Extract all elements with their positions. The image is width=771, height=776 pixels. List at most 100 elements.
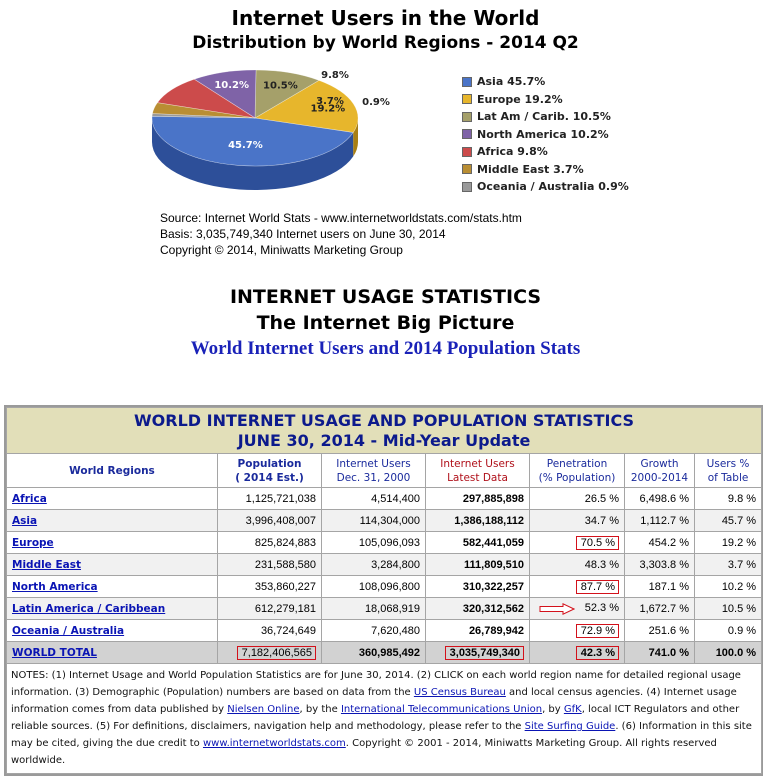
penetration-cell: 87.7 %	[529, 575, 625, 598]
pie-slice-label: 10.5%	[263, 81, 298, 92]
header-growth-line2: 2000-2014	[630, 471, 689, 484]
chart-title: Internet Users in the World	[231, 6, 540, 30]
region-link-latin-america[interactable]: Latin America / Caribbean	[12, 602, 166, 615]
users2000-cell: 114,304,000	[321, 509, 426, 532]
table-row: Europe 825,824,883 105,096,093 582,441,0…	[6, 531, 763, 554]
link-site-surfing-guide[interactable]: Site Surfing Guide	[524, 721, 616, 732]
notes-text: and local census agencies. (4) Internet …	[11, 687, 737, 715]
link-us-census-bureau[interactable]: US Census Bureau	[413, 687, 506, 698]
population-cell: 3,996,408,007	[217, 509, 322, 532]
region-cell: WORLD TOTAL	[6, 641, 218, 664]
header-users2000-line2: Dec. 31, 2000	[336, 471, 411, 484]
legend-swatch	[462, 129, 472, 140]
pie-slice-label: 3.7%	[316, 96, 344, 107]
source-block: Source: Internet World Stats - www.inter…	[160, 210, 522, 258]
chart-subtitle: Distribution by World Regions - 2014 Q2	[192, 33, 579, 53]
legend-label: Europe 19.2%	[477, 92, 563, 106]
users2000-cell: 108,096,800	[321, 575, 426, 598]
link-gfk[interactable]: GfK	[563, 704, 582, 715]
header-share-line2: of Table	[707, 471, 749, 484]
table-row: Africa 1,125,721,038 4,514,400 297,885,8…	[6, 487, 763, 510]
region-link-world-total[interactable]: WORLD TOTAL	[12, 646, 97, 659]
legend-item: Europe 19.2%	[462, 91, 629, 109]
pie-slice-label: 45.7%	[228, 140, 263, 151]
users-latest-cell: 26,789,942	[425, 619, 530, 642]
stats-link[interactable]: World Internet Users and 2014 Population…	[190, 338, 581, 359]
growth-cell: 454.2 %	[624, 531, 695, 554]
legend-item: Africa 9.8%	[462, 143, 629, 161]
header-regions-label: World Regions	[69, 464, 155, 477]
population-cell: 36,724,649	[217, 619, 322, 642]
header-growth: Growth 2000-2014	[624, 453, 695, 488]
region-link-oceania[interactable]: Oceania / Australia	[12, 624, 125, 637]
users2000-cell: 7,620,480	[321, 619, 426, 642]
stats-table: WORLD INTERNET USAGE AND POPULATION STAT…	[4, 405, 763, 776]
users-latest-cell: 310,322,257	[425, 575, 530, 598]
pie-slice	[254, 69, 320, 119]
pie-slice-label: 0.9%	[362, 97, 390, 108]
basis-line: Basis: 3,035,749,340 Internet users on J…	[160, 227, 446, 241]
population-cell: 825,824,883	[217, 531, 322, 554]
link-internetworldstats[interactable]: www.internetworldstats.com	[202, 738, 346, 749]
penetration-cell: 42.3 %	[529, 641, 625, 664]
population-cell: 1,125,721,038	[217, 487, 322, 510]
header-share-line1: Users %	[706, 457, 750, 470]
link-itu[interactable]: International Telecommunications Union	[340, 704, 543, 715]
legend-swatch	[462, 94, 472, 105]
pie-slice-label: 19.2%	[311, 104, 346, 115]
population-cell: 612,279,181	[217, 597, 322, 620]
share-cell: 10.5 %	[693, 597, 763, 620]
penetration-cell: 34.7 %	[529, 509, 625, 532]
region-link-europe[interactable]: Europe	[12, 536, 54, 549]
region-cell: North America	[6, 575, 218, 598]
link-nielsen-online[interactable]: Nielsen Online	[227, 704, 300, 715]
growth-cell: 3,303.8 %	[624, 553, 695, 576]
legend-label: Oceania / Australia 0.9%	[477, 180, 629, 194]
table-row: Asia 3,996,408,007 114,304,000 1,386,188…	[6, 509, 763, 532]
header-regions: World Regions	[6, 453, 218, 488]
users2000-cell: 105,096,093	[321, 531, 426, 554]
penetration-highlight: 72.9 %	[575, 623, 619, 638]
table-row: Latin America / Caribbean 612,279,181 18…	[6, 597, 763, 620]
share-cell: 3.7 %	[693, 553, 763, 576]
region-cell: Oceania / Australia	[6, 619, 218, 642]
pie-chart: 45.7% 19.2% 10.5% 10.2% 9.8% 3.7% 0.9%	[151, 69, 390, 190]
share-cell: 10.2 %	[693, 575, 763, 598]
region-link-asia[interactable]: Asia	[12, 514, 38, 527]
notes-text: NOTES: (1) Internet Usage and World Popu…	[11, 670, 741, 698]
header-growth-line1: Growth	[640, 457, 679, 470]
growth-cell: 741.0 %	[624, 641, 695, 664]
users2000-cell: 360,985,492	[321, 641, 426, 664]
population-cell: 353,860,227	[217, 575, 322, 598]
pie-slice	[151, 113, 256, 119]
share-cell: 45.7 %	[693, 509, 763, 532]
users-latest-cell: 320,312,562	[425, 597, 530, 620]
users-latest-cell: 1,386,188,112	[425, 509, 530, 532]
notes-text: , by the	[299, 704, 341, 715]
users2000-cell: 4,514,400	[321, 487, 426, 510]
share-cell: 19.2 %	[693, 531, 763, 554]
region-link-middle-east[interactable]: Middle East	[12, 558, 81, 571]
header-users-latest: Internet Users Latest Data	[425, 453, 530, 488]
region-cell: Middle East	[6, 553, 218, 576]
source-line: Source: Internet World Stats - www.inter…	[160, 211, 522, 225]
header-penetration-line1: Penetration	[546, 457, 608, 470]
legend-label: Asia 45.7%	[477, 75, 546, 89]
penetration-cell: 72.9 %	[529, 619, 625, 642]
legend-swatch	[462, 111, 472, 122]
copyright-line: Copyright © 2014, Miniwatts Marketing Gr…	[160, 243, 403, 257]
users-latest-cell: 111,809,510	[425, 553, 530, 576]
table-row: Middle East 231,588,580 3,284,800 111,80…	[6, 553, 763, 576]
users-latest-highlight: 3,035,749,340	[444, 645, 524, 660]
region-link-africa[interactable]: Africa	[12, 492, 47, 505]
total-row: WORLD TOTAL 7,182,406,565 360,985,492 3,…	[6, 641, 763, 664]
region-link-north-america[interactable]: North America	[12, 580, 98, 593]
penetration-highlight: 70.5 %	[575, 535, 619, 550]
pie-slice-side	[353, 118, 358, 157]
share-cell: 0.9 %	[693, 619, 763, 642]
share-cell: 9.8 %	[693, 487, 763, 510]
header-population-line1: Population	[237, 457, 302, 470]
legend-label: Lat Am / Carib. 10.5%	[477, 110, 611, 124]
users2000-cell: 3,284,800	[321, 553, 426, 576]
growth-cell: 1,672.7 %	[624, 597, 695, 620]
